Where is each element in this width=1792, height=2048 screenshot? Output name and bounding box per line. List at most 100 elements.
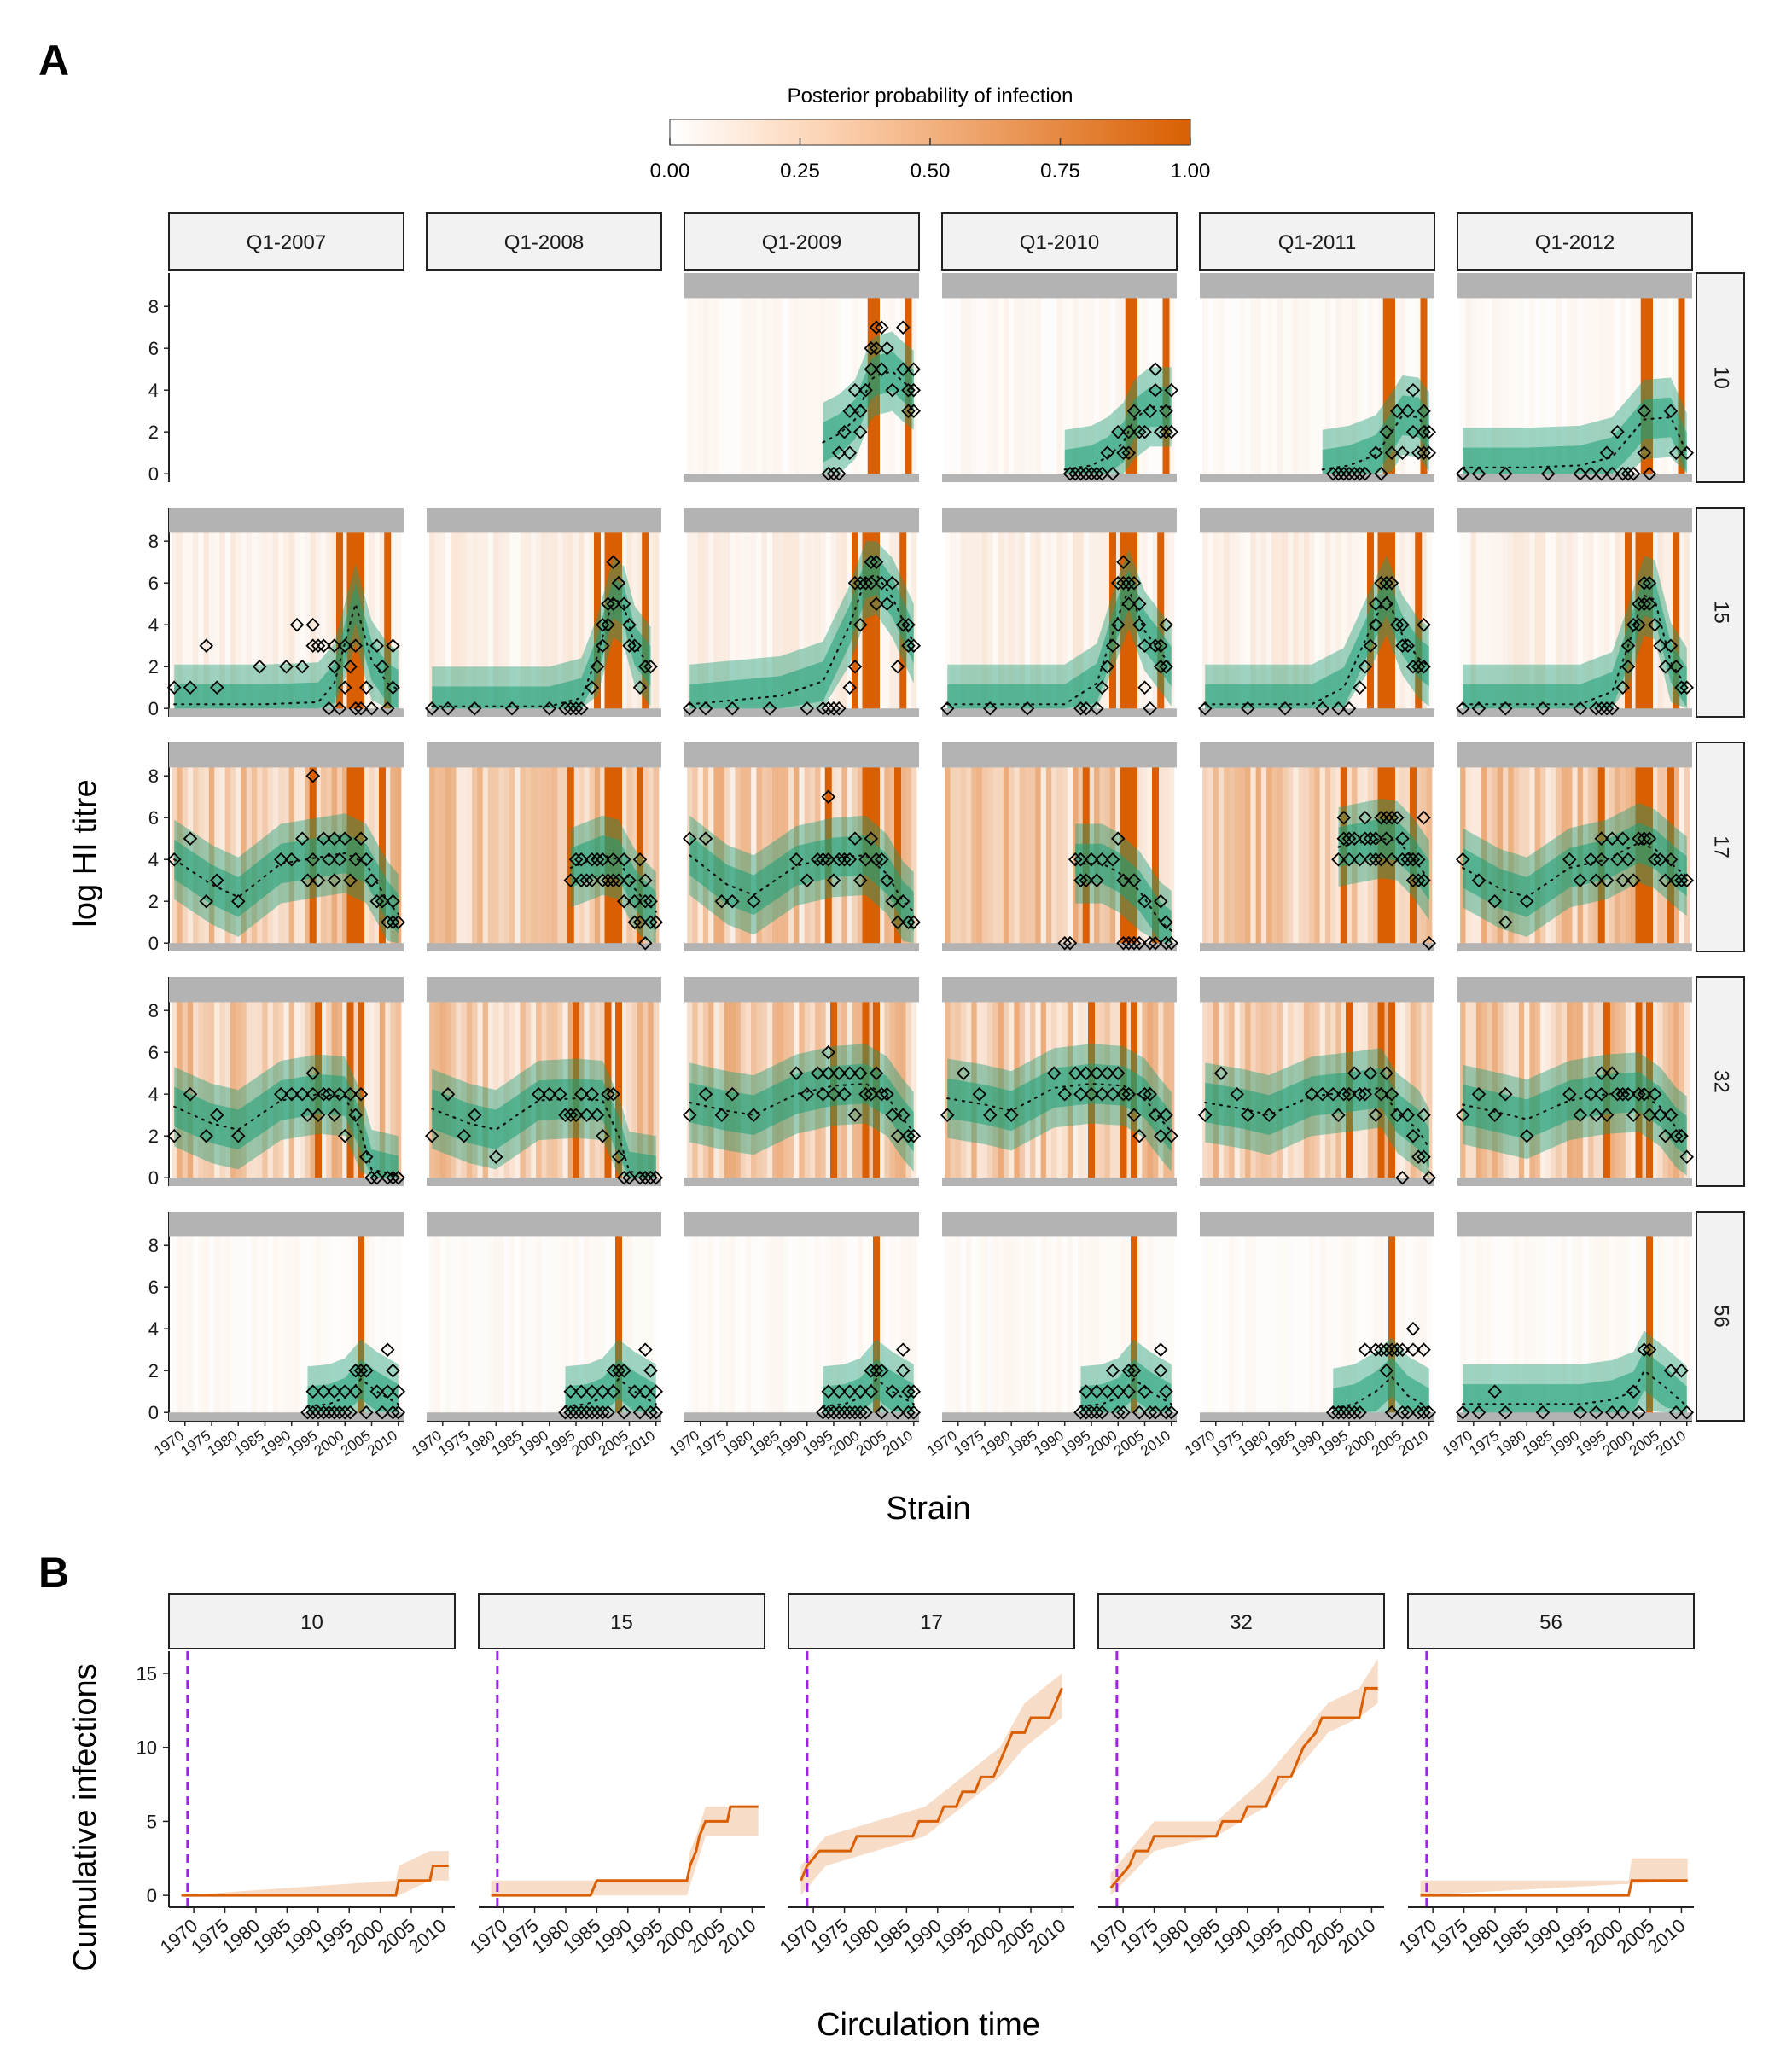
- infection-probability-band: [1019, 508, 1026, 717]
- infection-probability-band: [1556, 273, 1562, 482]
- infection-probability-band: [1255, 273, 1262, 482]
- observed-titre-point: [1315, 1086, 1330, 1102]
- infection-probability-band: [208, 1212, 215, 1421]
- observed-titre-point: [874, 362, 889, 376]
- infection-probability-band: [1572, 1212, 1579, 1421]
- infection-probability-band: [1475, 977, 1482, 1186]
- infection-probability-band: [1545, 1212, 1551, 1421]
- observed-titre-point: [252, 659, 267, 674]
- y-tick-label: 2: [148, 891, 159, 912]
- cumulative-infection-line: [800, 1687, 1063, 1882]
- observed-titre-point: [1336, 1405, 1352, 1420]
- upper-limit-band: [1200, 508, 1434, 533]
- infection-probability-band: [852, 273, 858, 482]
- observed-titre-point: [322, 852, 336, 867]
- infection-probability-band: [579, 508, 585, 717]
- infection-probability-band: [562, 508, 569, 717]
- infection-probability-band: [1513, 1212, 1520, 1421]
- y-tick-label: 10: [137, 1737, 157, 1759]
- observed-titre-point: [1358, 1342, 1373, 1357]
- observed-titre-point: [874, 320, 889, 335]
- observed-titre-point: [724, 701, 740, 716]
- infection-probability-band: [955, 1212, 962, 1421]
- infection-probability-band: [1335, 1212, 1342, 1421]
- column-strip: Q1-2011: [1199, 212, 1435, 271]
- infection-probability-band: [1014, 1212, 1021, 1421]
- observed-titre-point: [300, 1108, 315, 1122]
- observed-titre-point: [332, 852, 347, 867]
- upper-limit-band: [684, 742, 919, 768]
- observed-titre-point: [369, 1384, 385, 1399]
- observed-titre-point: [343, 1405, 358, 1420]
- observed-titre-point: [209, 1108, 224, 1122]
- infection-probability-band: [1003, 742, 1009, 951]
- infection-probability-band: [557, 508, 563, 717]
- y-tick-label: 2: [148, 1360, 159, 1382]
- posterior-mean-line: [1204, 1086, 1430, 1149]
- observed-titre-point: [1455, 852, 1470, 867]
- upper-limit-band: [942, 508, 1177, 533]
- infection-probability-band: [1399, 1212, 1406, 1421]
- infection-probability-band: [1218, 508, 1225, 717]
- infection-probability-band: [841, 273, 848, 482]
- infection-probability-band: [310, 1212, 317, 1421]
- infection-probability-band: [1083, 1212, 1090, 1421]
- infection-probability-band: [1475, 273, 1482, 482]
- observed-titre-point: [1121, 1384, 1137, 1399]
- observed-titre-point: [1116, 935, 1131, 951]
- observed-titre-point: [869, 320, 884, 335]
- infection-probability-band: [1615, 1212, 1621, 1421]
- observed-titre-point: [1395, 638, 1410, 653]
- infection-probability-band: [1260, 1212, 1267, 1421]
- infection-probability-band: [1094, 1212, 1100, 1421]
- observed-titre-point: [858, 852, 873, 867]
- infection-probability-band: [557, 1212, 563, 1421]
- observed-titre-point: [982, 701, 998, 716]
- column-strip: Q1-2008: [426, 212, 662, 271]
- observed-titre-point: [852, 1384, 868, 1399]
- posterior-mean-line: [1462, 1369, 1688, 1407]
- infection-probability-band: [1378, 1212, 1385, 1421]
- infection-probability-band: [1534, 273, 1541, 482]
- observed-titre-point: [885, 1108, 900, 1122]
- observed-titre-point: [375, 659, 390, 674]
- observed-titre-point: [1336, 466, 1352, 481]
- observed-titre-point: [632, 680, 648, 695]
- observed-titre-point: [643, 893, 658, 909]
- observed-titre-point: [590, 852, 605, 867]
- infection-bar: [1673, 508, 1680, 717]
- observed-titre-point: [1417, 810, 1431, 825]
- infection-probability-band: [1460, 273, 1466, 482]
- infection-probability-band: [1094, 508, 1100, 717]
- x-tick-label: 2010: [1395, 1428, 1431, 1459]
- observed-titre-point: [1363, 1066, 1378, 1080]
- infection-probability-band: [1625, 273, 1632, 482]
- observed-titre-point: [311, 873, 326, 887]
- infection-probability-band: [509, 742, 515, 951]
- observed-titre-point: [895, 893, 911, 909]
- upper-limit-band: [684, 977, 919, 1003]
- legend-title: Posterior probability of infection: [788, 84, 1073, 108]
- observed-titre-point: [1471, 1086, 1487, 1102]
- infection-probability-band: [1309, 742, 1315, 951]
- infection-probability-band: [1067, 508, 1073, 717]
- infection-probability-band: [653, 977, 660, 1186]
- observed-titre-point: [316, 638, 331, 653]
- infection-probability-band: [1513, 273, 1520, 482]
- infection-probability-band: [509, 977, 515, 1186]
- observed-titre-point: [183, 680, 198, 695]
- observed-titre-point: [831, 445, 847, 460]
- observed-titre-point: [885, 382, 900, 398]
- infection-probability-band: [740, 508, 747, 717]
- observed-titre-point: [1498, 701, 1513, 716]
- infection-probability-band: [262, 1212, 269, 1421]
- observed-titre-point: [1668, 1128, 1684, 1143]
- observed-titre-point: [972, 1086, 987, 1102]
- infection-probability-band: [1234, 273, 1241, 482]
- infection-probability-band: [1383, 1212, 1390, 1421]
- observed-titre-point: [1653, 638, 1667, 653]
- observed-titre-point: [1400, 404, 1416, 418]
- infection-probability-band: [1497, 742, 1504, 951]
- observed-titre-point: [1358, 1086, 1373, 1102]
- infection-probability-band: [1492, 273, 1498, 482]
